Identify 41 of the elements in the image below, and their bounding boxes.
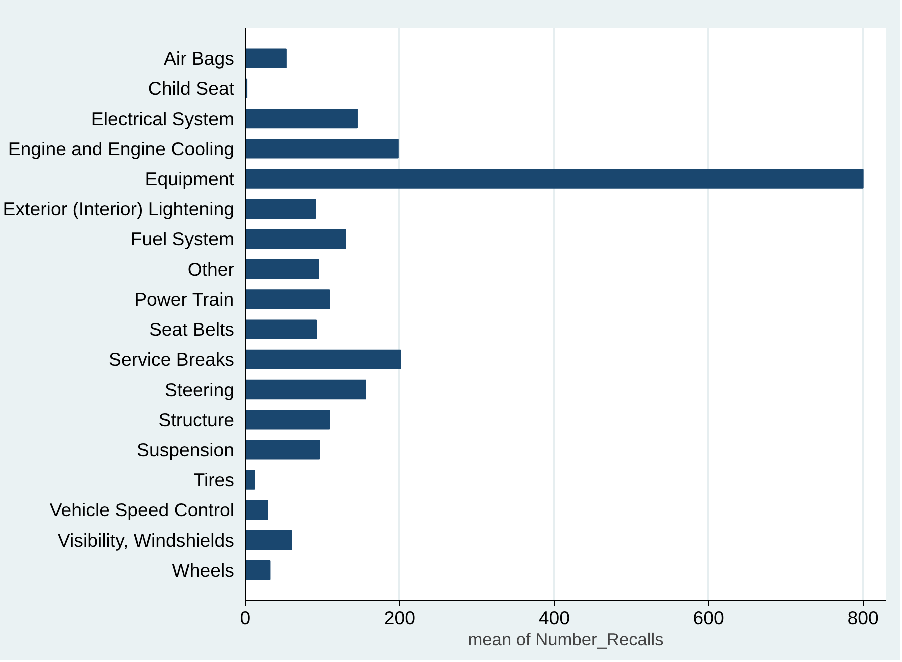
y-tick-label: Engine and Engine Cooling <box>8 138 235 160</box>
bar <box>246 108 358 129</box>
bar <box>246 500 268 520</box>
y-tick-label: Other <box>188 258 235 280</box>
y-tick-label: Child Seat <box>148 78 236 100</box>
x-axis-title: mean of Number_Recalls <box>468 630 664 650</box>
bar <box>246 290 330 310</box>
y-tick-label: Wheels <box>172 560 235 581</box>
y-tick-label: Vehicle Speed Control <box>50 500 235 521</box>
y-tick-label: Air Bags <box>164 48 235 70</box>
bar <box>246 48 287 68</box>
x-tick-label: 200 <box>384 608 416 628</box>
y-tick-label: Suspension <box>137 439 234 460</box>
y-tick-label: Seat Belts <box>149 319 235 340</box>
bar <box>246 530 292 550</box>
y-tick-label: Electrical System <box>91 108 235 130</box>
bar <box>246 440 320 460</box>
bar <box>246 560 271 580</box>
x-tick-label: 400 <box>538 608 570 628</box>
y-tick-label: Power Train <box>134 288 234 310</box>
bar <box>246 169 864 189</box>
y-tick-label: Structure <box>158 409 235 430</box>
y-tick-label: Tires <box>194 470 234 491</box>
y-tick-label: Steering <box>165 379 235 400</box>
bar <box>246 380 366 400</box>
x-tick-label: 0 <box>240 608 251 628</box>
x-tick-label: 800 <box>848 608 879 628</box>
bar <box>246 320 318 340</box>
bar <box>246 410 330 430</box>
bar <box>246 350 402 370</box>
x-tick-label: 600 <box>693 608 724 628</box>
bar <box>246 199 316 219</box>
bar <box>246 260 320 280</box>
bar <box>246 139 399 159</box>
y-tick-label: Equipment <box>145 168 236 190</box>
bar <box>246 470 256 490</box>
y-tick-label: Exterior (Interior) Lightening <box>3 198 235 220</box>
y-tick-label: Service Breaks <box>109 349 235 370</box>
y-tick-label: Visibility, Windshields <box>58 530 235 551</box>
bar <box>246 229 346 250</box>
y-tick-label: Fuel System <box>130 228 235 250</box>
